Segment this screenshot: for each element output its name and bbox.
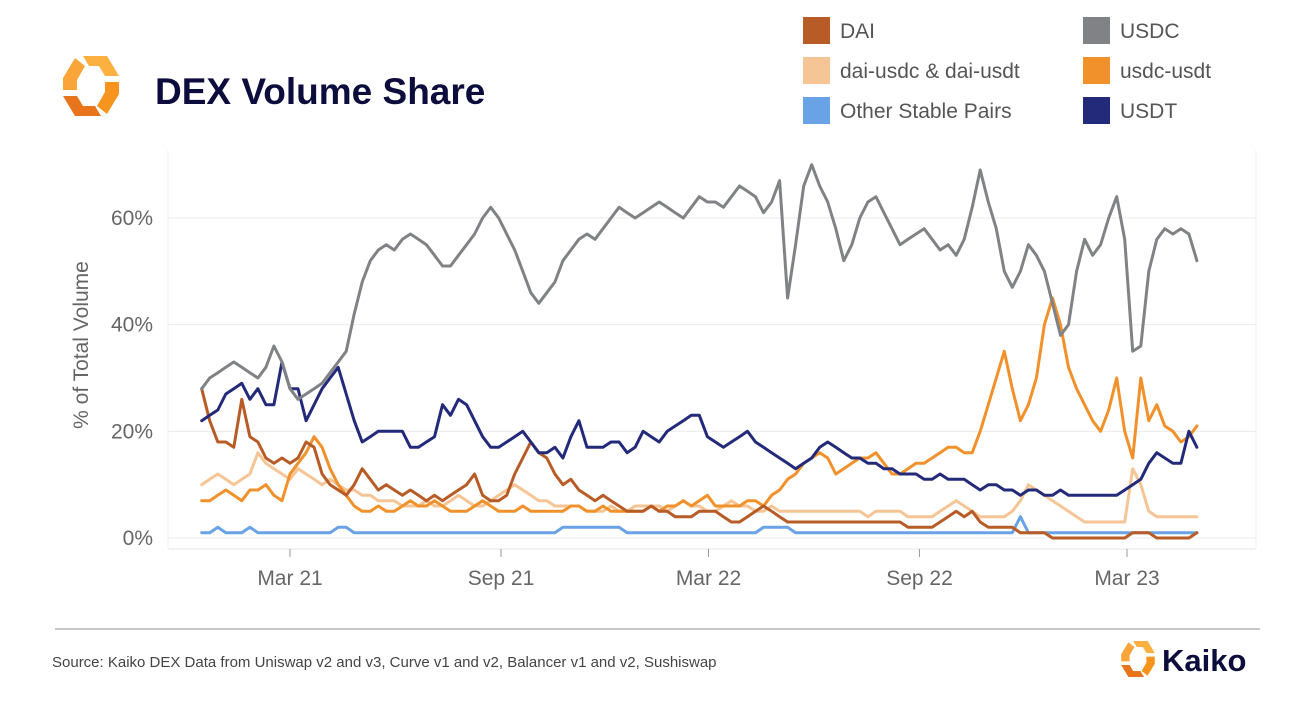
legend-swatch-dai-usdc-dai-usdt <box>803 57 830 84</box>
series-line-dai-usdc-dai-usdt <box>200 451 1199 524</box>
source-note: Source: Kaiko DEX Data from Uniswap v2 a… <box>52 654 717 671</box>
legend-label-usdc-usdt: usdc-usdt <box>1120 60 1211 83</box>
legend-label-dai-usdc-dai-usdt: dai-usdc & dai-usdt <box>840 60 1020 83</box>
chart-title: DEX Volume Share <box>155 71 485 112</box>
series-line-usdc-usdt <box>200 296 1199 513</box>
legend-label-usdt: USDT <box>1120 100 1177 123</box>
series-line-other-stable-pairs <box>200 515 1199 535</box>
series-line-usdt <box>200 360 1199 497</box>
legend-swatch-usdc <box>1083 17 1110 44</box>
series-line-usdc <box>200 163 1199 401</box>
y-tick-label: 20% <box>111 420 153 443</box>
series-line-dai <box>200 387 1199 540</box>
series-group <box>200 163 1199 540</box>
y-tick-label: 40% <box>111 314 153 337</box>
legend-swatch-usdt <box>1083 97 1110 124</box>
x-tick-label: Mar 22 <box>676 567 741 590</box>
legend-label-usdc: USDC <box>1120 20 1180 43</box>
legend-swatch-other-stable-pairs <box>803 97 830 124</box>
legend-label-other-stable-pairs: Other Stable Pairs <box>840 100 1012 123</box>
y-axis-ticks: 0% 20% 40% 60% <box>111 207 153 550</box>
y-tick-label: 0% <box>123 527 153 550</box>
legend-swatch-usdc-usdt <box>1083 57 1110 84</box>
legend: DAI USDC dai-usdc & dai-usdt usdc-usdt Other… <box>803 17 1211 124</box>
x-tick-label: Sep 21 <box>468 567 535 590</box>
grid <box>167 150 1257 550</box>
kaiko-footer-logo-icon <box>1121 641 1155 677</box>
x-tick-label: Mar 21 <box>257 567 322 590</box>
kaiko-logo-icon <box>63 56 119 116</box>
legend-swatch-dai <box>803 17 830 44</box>
x-tick-label: Sep 22 <box>886 567 953 590</box>
y-tick-label: 60% <box>111 207 153 230</box>
x-axis-ticks: Mar 21 Sep 21 Mar 22 Sep 22 Mar 23 <box>257 549 1160 590</box>
x-tick-label: Mar 23 <box>1094 567 1159 590</box>
brand-name: Kaiko <box>1162 643 1246 678</box>
legend-label-dai: DAI <box>840 20 875 43</box>
y-axis-label: % of Total Volume <box>70 261 93 429</box>
